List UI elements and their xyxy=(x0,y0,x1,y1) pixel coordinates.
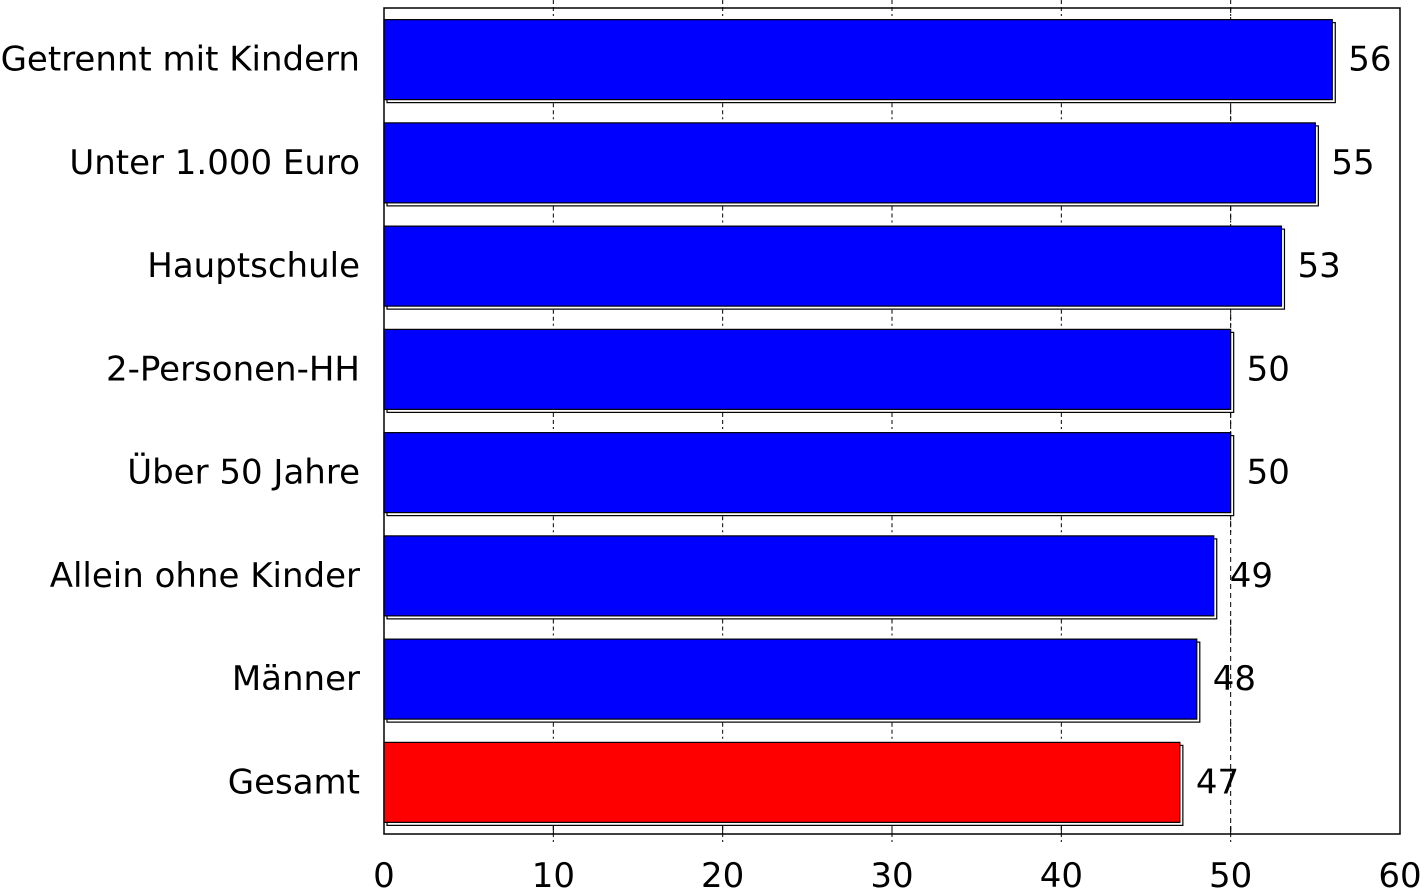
bar xyxy=(383,122,1316,204)
x-axis-ticks: 0 10 20 30 40 50 60 xyxy=(373,856,1421,890)
bar xyxy=(383,741,1181,823)
value-label: 50 xyxy=(1247,349,1290,389)
value-label: 48 xyxy=(1213,659,1256,699)
value-label: 49 xyxy=(1230,556,1273,596)
bar xyxy=(383,19,1333,101)
category-label: Hauptschule xyxy=(147,246,360,286)
category-label: 2-Personen-HH xyxy=(106,349,360,389)
category-label: Über 50 Jahre xyxy=(127,452,360,493)
value-label: 50 xyxy=(1247,453,1290,493)
value-label: 55 xyxy=(1331,143,1374,183)
x-tick-label: 10 xyxy=(532,856,575,890)
bar xyxy=(383,328,1232,410)
value-label: 47 xyxy=(1196,762,1239,802)
bar xyxy=(383,432,1232,514)
category-label: Unter 1.000 Euro xyxy=(69,143,360,183)
category-labels: Getrennt mit Kindern Unter 1.000 Euro Haup… xyxy=(1,40,360,803)
x-tick-label: 0 xyxy=(373,856,395,890)
category-label: Männer xyxy=(232,659,360,699)
bar xyxy=(383,535,1215,617)
x-tick-label: 40 xyxy=(1040,856,1083,890)
x-tick-label: 30 xyxy=(870,856,913,890)
category-label: Allein ohne Kinder xyxy=(50,556,360,596)
value-label: 53 xyxy=(1297,246,1340,286)
x-tick-label: 20 xyxy=(701,856,744,890)
value-labels: 56 55 53 50 50 49 48 47 xyxy=(1196,40,1392,803)
x-tick-label: 60 xyxy=(1378,856,1421,890)
bars xyxy=(383,19,1336,826)
value-label: 56 xyxy=(1348,40,1391,80)
category-label: Gesamt xyxy=(228,762,360,802)
x-tick-label: 50 xyxy=(1209,856,1252,890)
bar xyxy=(383,225,1283,307)
bar xyxy=(383,638,1198,720)
category-label: Getrennt mit Kindern xyxy=(1,40,360,80)
